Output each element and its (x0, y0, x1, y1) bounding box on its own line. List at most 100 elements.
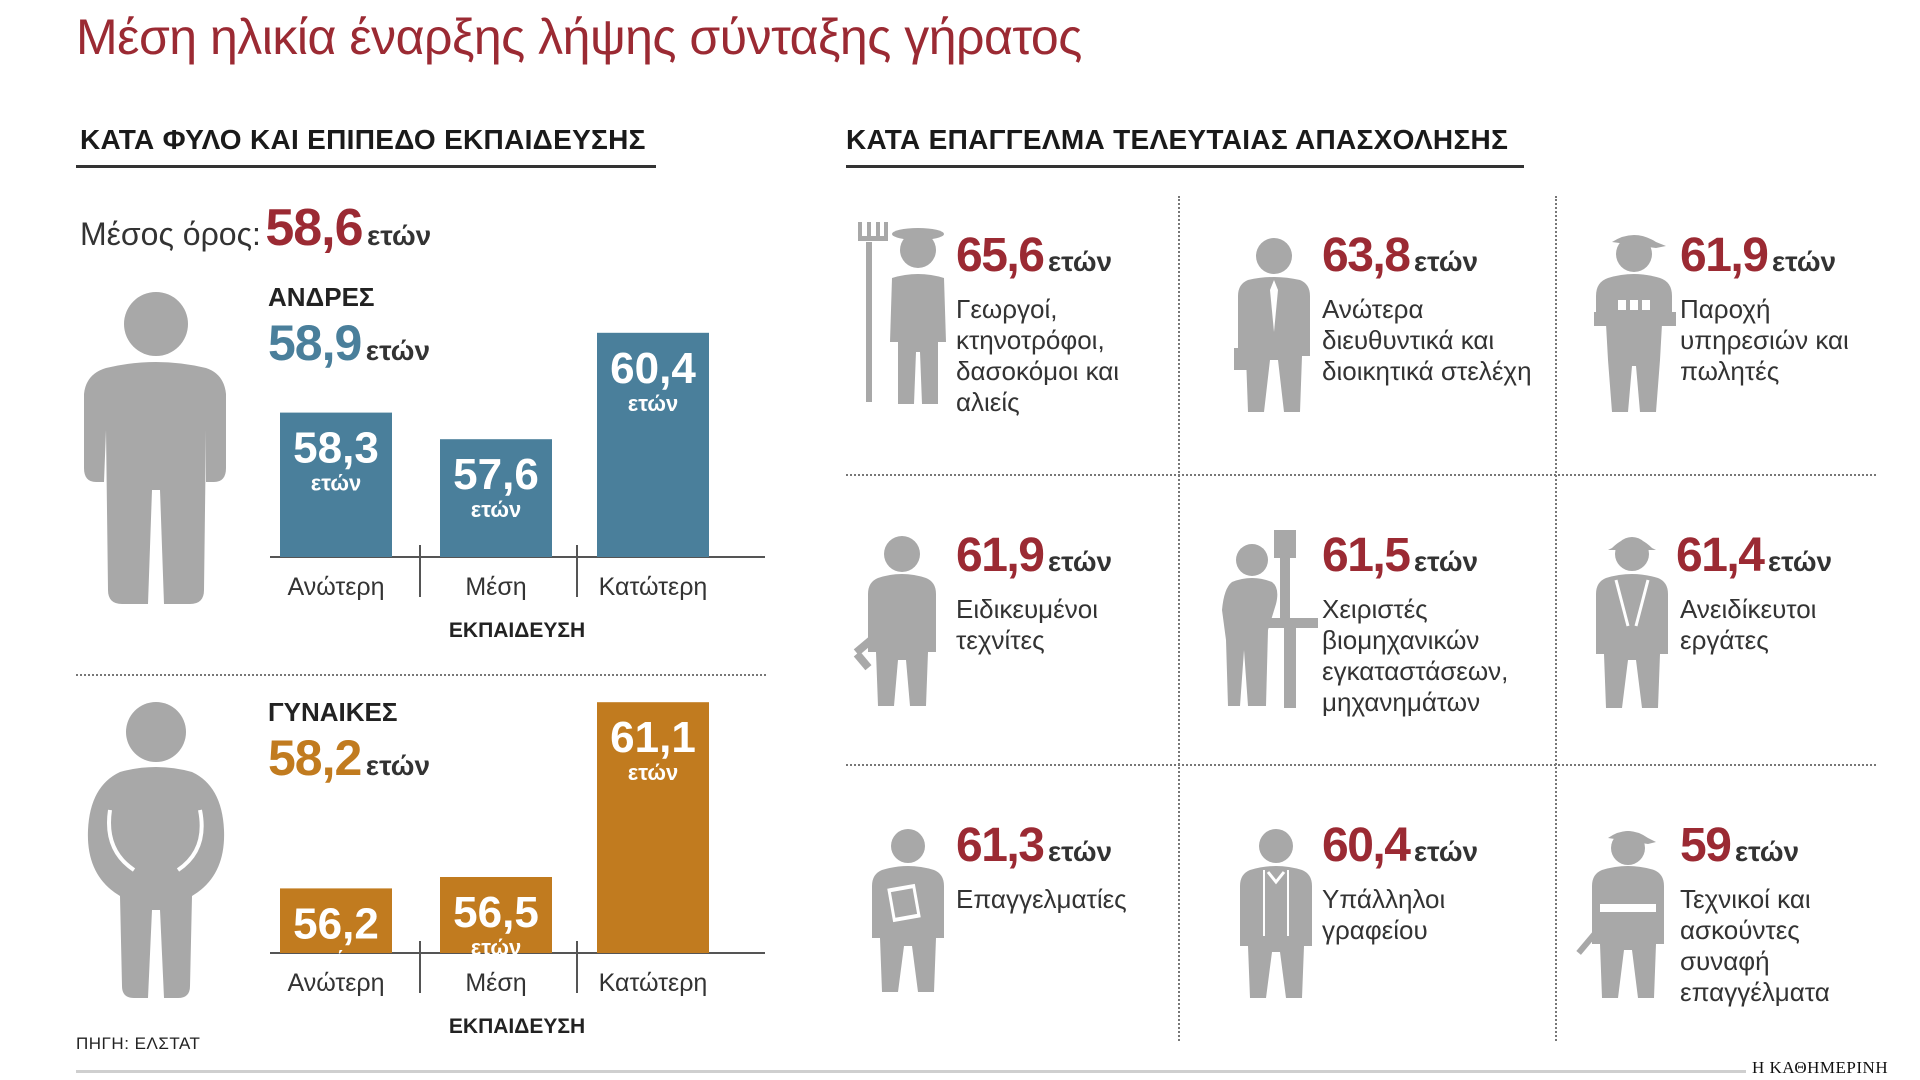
occupation-label: Τεχνικοί και ασκούντες συναφή επαγγέλματ… (1680, 884, 1830, 1007)
x-axis-label: ΕΚΠΑΙΔΕΥΣΗ (449, 1015, 585, 1038)
occupation-label: Γεωργοί, κτηνοτρόφοι, δασοκόμοι και αλιε… (956, 294, 1120, 417)
occupation-unit: ετών (1047, 546, 1113, 577)
craftsman-icon (853, 536, 936, 706)
machine-operator-icon (1222, 530, 1318, 708)
occupation-unit: ετών (1413, 246, 1479, 277)
overall-average: Μέσος όρος: 58,6 ετών (80, 198, 431, 258)
bar-unit-label: ετών (471, 935, 521, 960)
women-bar-chart: 56,2ετώνΑνώτερη56,5ετώνΜέση61,1ετώνΚατώτ… (270, 702, 765, 1038)
category-tick-label: Μέση (465, 573, 526, 601)
bar-value-label: 56,2 (293, 899, 379, 948)
women-average-value: 58,2 (268, 730, 362, 786)
bar-unit-label: ετών (311, 946, 361, 971)
men-bar-chart: 58,3ετώνΑνώτερη57,6ετώνΜέση60,4ετώνΚατώτ… (270, 332, 765, 642)
bar-value-label: 58,3 (293, 424, 379, 473)
occupation-cell (1592, 530, 1672, 717)
source-note: ΠΗΓΗ: ΕΛΣΤΑΤ (76, 1034, 201, 1053)
women-average-unit: ετών (365, 750, 431, 781)
men-average-value: 58,9 (268, 315, 362, 371)
category-tick-label: Μέση (465, 969, 526, 997)
x-axis-label: ΕΚΠΑΙΔΕΥΣΗ (449, 619, 585, 642)
category-tick-label: Κατώτερη (599, 573, 708, 601)
occupation-cell (1236, 826, 1316, 1007)
woman-icon (87, 702, 225, 998)
occupation-unit: ετών (1047, 246, 1113, 277)
grid-hline-2 (846, 764, 1876, 766)
category-tick-label: Ανώτερη (287, 969, 384, 997)
bar (440, 439, 552, 557)
occupation-value-row: 65,6 ετών (956, 228, 1112, 283)
occupation-cell (1234, 236, 1314, 421)
grid-vline-1 (1178, 196, 1180, 1041)
occupation-label: Ανώτερα διευθυντικά και διοικητικά στελέ… (1322, 294, 1532, 386)
occupation-value: 63,8 (1322, 229, 1411, 282)
men-average: 58,9 ετών (268, 314, 430, 372)
bar (440, 877, 552, 953)
occupation-label: Επαγγελματίες (956, 884, 1127, 914)
occupation-value-row: 61,4 ετών (1676, 528, 1832, 583)
footer-rule (76, 1070, 1746, 1073)
occupation-cell (852, 534, 942, 715)
average-value: 58,6 (265, 199, 363, 257)
average-label: Μέσος όρος: (80, 216, 261, 252)
men-average-unit: ετών (365, 335, 431, 366)
category-tick-label: Ανώτερη (287, 573, 384, 601)
left-dotted-divider (76, 674, 766, 676)
technician-icon (1576, 831, 1664, 998)
bar-unit-label: ετών (628, 391, 678, 416)
bar-unit-label: ετών (628, 760, 678, 785)
occupation-label: Υπάλληλοι γραφείου (1322, 884, 1446, 945)
page-title: Μέση ηλικία έναρξης λήψης σύνταξης γήρατ… (76, 9, 1082, 65)
women-group-name: ΓΥΝΑΙΚΕΣ (268, 697, 398, 727)
occupation-value: 61,9 (1680, 229, 1769, 282)
occupation-label: Χειριστές βιομηχανικών εγκαταστάσεων, μη… (1322, 594, 1509, 717)
occupation-value: 60,4 (1322, 819, 1411, 872)
bar (280, 412, 392, 557)
bar-value-label: 57,6 (453, 450, 539, 499)
office-clerk-icon (1240, 829, 1312, 998)
right-heading-rule (846, 165, 1524, 168)
professional-icon (872, 829, 944, 992)
bar (597, 332, 709, 557)
occupation-label: Παροχή υπηρεσιών και πωλητές (1680, 294, 1849, 386)
bar-value-label: 60,4 (610, 344, 696, 393)
occupation-unit: ετών (1047, 836, 1113, 867)
men-group-name: ΑΝΔΡΕΣ (268, 282, 375, 312)
man-icon (84, 292, 226, 604)
occupation-value-row: 63,8 ετών (1322, 228, 1478, 283)
left-section-heading: ΚΑΤΑ ΦΥΛΟ ΚΑΙ ΕΠΙΠΕΔΟ ΕΚΠΑΙΔΕΥΣΗΣ (80, 124, 646, 155)
women-average: 58,2 ετών (268, 729, 430, 787)
left-heading-rule (76, 165, 656, 168)
occupation-label: Ειδικευμένοι τεχνίτες (956, 594, 1098, 655)
occupation-value-row: 61,3 ετών (956, 818, 1112, 873)
occupation-cell (1590, 230, 1680, 421)
occupation-value: 61,9 (956, 529, 1045, 582)
occupation-value: 65,6 (956, 229, 1045, 282)
occupation-unit: ετών (1771, 246, 1837, 277)
manager-icon (1234, 238, 1310, 412)
occupation-value-row: 61,5 ετών (1322, 528, 1478, 583)
category-tick-label: Κατώτερη (599, 969, 708, 997)
occupation-unit: ετών (1413, 836, 1479, 867)
grid-vline-2 (1555, 196, 1557, 1041)
average-unit: ετών (367, 220, 432, 251)
right-section-heading: ΚΑΤΑ ΕΠΑΓΓΕΛΜΑ ΤΕΛΕΥΤΑΙΑΣ ΑΠΑΣΧΟΛΗΣΗΣ (846, 124, 1509, 155)
publisher-logo: Η ΚΑΘΗΜΕΡΙΝΗ (1752, 1058, 1889, 1077)
occupation-unit: ετών (1413, 546, 1479, 577)
farmer-icon (858, 222, 946, 404)
grid-hline-1 (846, 474, 1876, 476)
bar (280, 888, 392, 953)
vendor-icon (1594, 235, 1676, 412)
occupation-value-row: 61,9 ετών (1680, 228, 1836, 283)
occupation-label: Ανειδίκευτοι εργάτες (1680, 594, 1817, 655)
occupation-cell (858, 222, 958, 417)
occupation-unit: ετών (1734, 836, 1800, 867)
occupation-value-row: 59 ετών (1680, 818, 1799, 873)
occupation-value-row: 60,4 ετών (1322, 818, 1478, 873)
bar-value-label: 61,1 (610, 713, 696, 762)
laborer-icon (1596, 537, 1668, 708)
occupation-value: 61,4 (1676, 529, 1765, 582)
occupation-value: 61,3 (956, 819, 1045, 872)
occupation-value-row: 61,9 ετών (956, 528, 1112, 583)
occupation-unit: ετών (1767, 546, 1833, 577)
